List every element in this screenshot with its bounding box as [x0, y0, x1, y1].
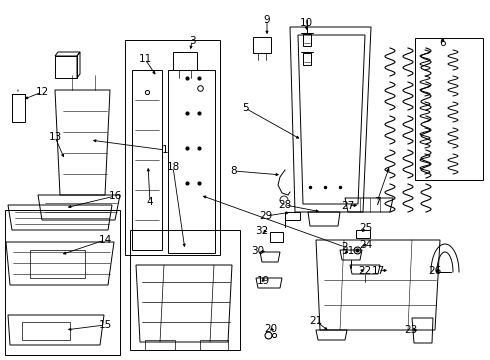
Text: 25: 25	[359, 223, 372, 233]
Text: 15: 15	[98, 320, 112, 330]
Text: 5: 5	[242, 103, 248, 113]
Text: 16: 16	[108, 191, 122, 201]
Text: 14: 14	[98, 235, 112, 245]
Bar	[130, 230, 240, 350]
Bar	[145, 340, 175, 350]
Text: 23: 23	[404, 325, 417, 335]
Text: 4: 4	[147, 197, 153, 207]
Bar	[200, 340, 228, 350]
Text: 30: 30	[251, 246, 265, 256]
Text: 1: 1	[162, 145, 168, 155]
Text: 9: 9	[264, 15, 270, 25]
Bar	[30, 250, 85, 278]
Text: 10: 10	[299, 18, 313, 28]
Text: 22: 22	[358, 266, 371, 276]
Text: 24: 24	[359, 240, 372, 250]
Text: 6: 6	[440, 38, 446, 48]
Text: 12: 12	[35, 87, 49, 97]
Text: 32: 32	[255, 226, 269, 236]
Text: 3: 3	[189, 36, 196, 46]
Bar	[22, 322, 70, 340]
Text: 29: 29	[259, 211, 272, 221]
Text: 7: 7	[374, 197, 380, 207]
Text: 13: 13	[49, 132, 62, 142]
Bar	[5, 210, 120, 355]
Text: 27: 27	[342, 201, 355, 211]
Text: 8: 8	[231, 166, 237, 176]
Text: 26: 26	[428, 266, 441, 276]
Text: 17: 17	[371, 266, 385, 276]
Text: 28: 28	[278, 200, 292, 210]
Text: 20: 20	[265, 324, 277, 334]
Text: 19: 19	[256, 276, 270, 286]
Bar	[125, 40, 220, 255]
Text: 21: 21	[309, 316, 322, 326]
Text: 18: 18	[167, 162, 180, 172]
Bar	[415, 38, 483, 180]
Text: 31: 31	[342, 246, 355, 256]
Text: 11: 11	[138, 54, 151, 64]
Text: 2: 2	[342, 242, 348, 252]
